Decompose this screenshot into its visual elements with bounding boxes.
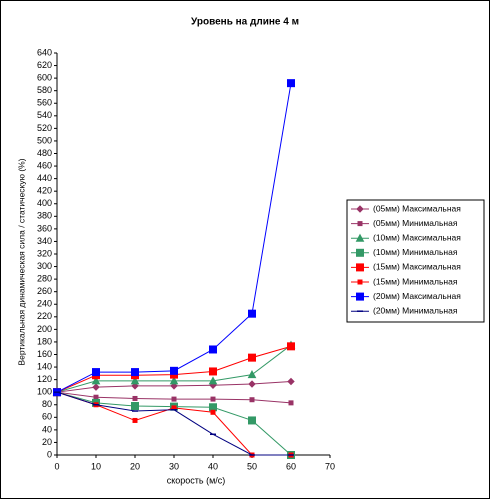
marker bbox=[248, 309, 256, 318]
y-tick-label: 120 bbox=[37, 374, 52, 384]
y-tick-label: 380 bbox=[37, 211, 52, 221]
marker bbox=[248, 353, 256, 362]
marker bbox=[208, 376, 218, 385]
marker bbox=[210, 396, 216, 402]
x-axis-label: скорость (м/с) bbox=[167, 475, 226, 485]
marker bbox=[170, 366, 178, 375]
marker bbox=[91, 376, 101, 385]
x-tick-label: 0 bbox=[54, 461, 59, 471]
legend-label: (05мм) Максимальная bbox=[373, 203, 461, 213]
y-tick-label: 200 bbox=[37, 324, 52, 334]
legend-label: (05мм) Минимальная bbox=[373, 218, 458, 228]
marker bbox=[131, 368, 139, 377]
y-tick-label: 400 bbox=[37, 198, 52, 208]
y-tick-label: 520 bbox=[37, 123, 52, 133]
y-tick-label: 300 bbox=[37, 261, 52, 271]
y-tick-label: 40 bbox=[42, 424, 52, 434]
y-tick-label: 640 bbox=[37, 47, 52, 57]
y-tick-label: 260 bbox=[37, 286, 52, 296]
y-axis-label: Вертикальная динамическая сила / статиче… bbox=[16, 158, 26, 365]
legend-label: (10мм) Максимальная bbox=[373, 232, 461, 242]
marker bbox=[130, 376, 140, 385]
y-tick-label: 0 bbox=[47, 449, 52, 459]
marker bbox=[356, 248, 364, 257]
marker bbox=[169, 376, 179, 385]
y-tick-label: 580 bbox=[37, 85, 52, 95]
legend-box bbox=[346, 199, 485, 323]
y-tick-label: 420 bbox=[37, 186, 52, 196]
y-tick-label: 540 bbox=[37, 110, 52, 120]
y-tick-label: 360 bbox=[37, 223, 52, 233]
y-tick-label: 620 bbox=[37, 60, 52, 70]
legend-label: (15мм) Минимальная bbox=[373, 276, 458, 286]
legend-label: (15мм) Максимальная bbox=[373, 262, 461, 272]
y-tick-label: 80 bbox=[42, 399, 52, 409]
y-tick-label: 20 bbox=[42, 437, 52, 447]
marker bbox=[356, 292, 364, 301]
x-tick-label: 70 bbox=[325, 461, 335, 471]
y-tick-label: 320 bbox=[37, 248, 52, 258]
chart-title: Уровень на длине 4 м bbox=[191, 17, 299, 28]
y-tick-label: 100 bbox=[37, 387, 52, 397]
marker bbox=[209, 403, 217, 412]
marker bbox=[287, 79, 295, 88]
marker bbox=[132, 395, 138, 401]
legend-label: (20мм) Максимальная bbox=[373, 291, 461, 301]
marker bbox=[170, 382, 178, 390]
marker bbox=[210, 409, 216, 415]
marker bbox=[249, 397, 255, 403]
legend-label: (10мм) Минимальная bbox=[373, 247, 458, 257]
y-tick-label: 340 bbox=[37, 236, 52, 246]
marker bbox=[131, 382, 139, 390]
marker bbox=[209, 367, 217, 376]
marker bbox=[357, 221, 363, 227]
legend-label: (20мм) Минимальная bbox=[373, 305, 458, 315]
marker bbox=[288, 400, 294, 406]
marker bbox=[93, 394, 99, 400]
marker bbox=[171, 396, 177, 402]
x-tick-label: 50 bbox=[247, 461, 257, 471]
y-tick-label: 500 bbox=[37, 135, 52, 145]
marker bbox=[356, 205, 364, 213]
marker bbox=[287, 377, 295, 386]
y-tick-label: 560 bbox=[37, 98, 52, 108]
marker bbox=[247, 370, 257, 379]
y-tick-label: 140 bbox=[37, 361, 52, 371]
marker bbox=[248, 380, 256, 388]
marker bbox=[248, 416, 256, 425]
y-tick-label: 460 bbox=[37, 160, 52, 170]
marker bbox=[357, 279, 363, 285]
marker bbox=[92, 383, 100, 391]
y-tick-label: 60 bbox=[42, 412, 52, 422]
y-tick-label: 600 bbox=[37, 73, 52, 83]
y-tick-label: 160 bbox=[37, 349, 52, 359]
x-tick-label: 40 bbox=[208, 461, 218, 471]
marker bbox=[287, 342, 295, 351]
marker bbox=[131, 402, 139, 411]
marker bbox=[132, 417, 138, 423]
y-tick-label: 180 bbox=[37, 336, 52, 346]
x-tick-label: 10 bbox=[91, 461, 101, 471]
y-tick-label: 280 bbox=[37, 274, 52, 284]
x-tick-label: 20 bbox=[130, 461, 140, 471]
x-tick-label: 30 bbox=[169, 461, 179, 471]
y-tick-label: 480 bbox=[37, 148, 52, 158]
x-tick-label: 60 bbox=[286, 461, 296, 471]
marker bbox=[209, 345, 217, 354]
marker bbox=[92, 368, 100, 377]
y-tick-label: 440 bbox=[37, 173, 52, 183]
marker bbox=[356, 263, 364, 272]
y-tick-label: 240 bbox=[37, 299, 52, 309]
marker bbox=[355, 233, 365, 242]
y-tick-label: 220 bbox=[37, 311, 52, 321]
